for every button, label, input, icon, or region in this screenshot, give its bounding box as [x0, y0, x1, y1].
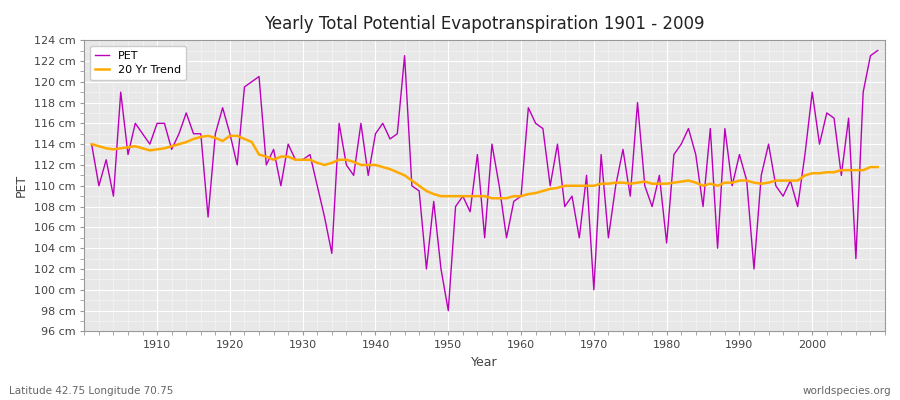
- 20 Yr Trend: [86, 142, 97, 146]
- Text: Latitude 42.75 Longitude 70.75: Latitude 42.75 Longitude 70.75: [9, 386, 174, 396]
- PET: [86, 142, 97, 146]
- Title: Yearly Total Potential Evapotranspiration 1901 - 2009: Yearly Total Potential Evapotranspiratio…: [265, 15, 705, 33]
- Line: 20 Yr Trend: 20 Yr Trend: [92, 136, 878, 198]
- PET: [516, 194, 526, 198]
- 20 Yr Trend: [356, 162, 366, 167]
- Text: worldspecies.org: worldspecies.org: [803, 386, 891, 396]
- 20 Yr Trend: [144, 148, 155, 153]
- 20 Yr Trend: [312, 160, 323, 165]
- 20 Yr Trend: [872, 165, 883, 170]
- PET: [348, 173, 359, 178]
- 20 Yr Trend: [530, 191, 541, 196]
- PET: [872, 48, 883, 53]
- Legend: PET, 20 Yr Trend: PET, 20 Yr Trend: [90, 46, 186, 80]
- 20 Yr Trend: [617, 180, 628, 185]
- Line: PET: PET: [92, 50, 878, 311]
- 20 Yr Trend: [487, 196, 498, 201]
- Y-axis label: PET: PET: [15, 174, 28, 197]
- PET: [443, 308, 454, 313]
- PET: [304, 152, 315, 157]
- X-axis label: Year: Year: [472, 356, 498, 369]
- 20 Yr Trend: [202, 134, 213, 138]
- PET: [610, 183, 621, 188]
- PET: [144, 142, 155, 146]
- PET: [523, 105, 534, 110]
- 20 Yr Trend: [523, 192, 534, 196]
